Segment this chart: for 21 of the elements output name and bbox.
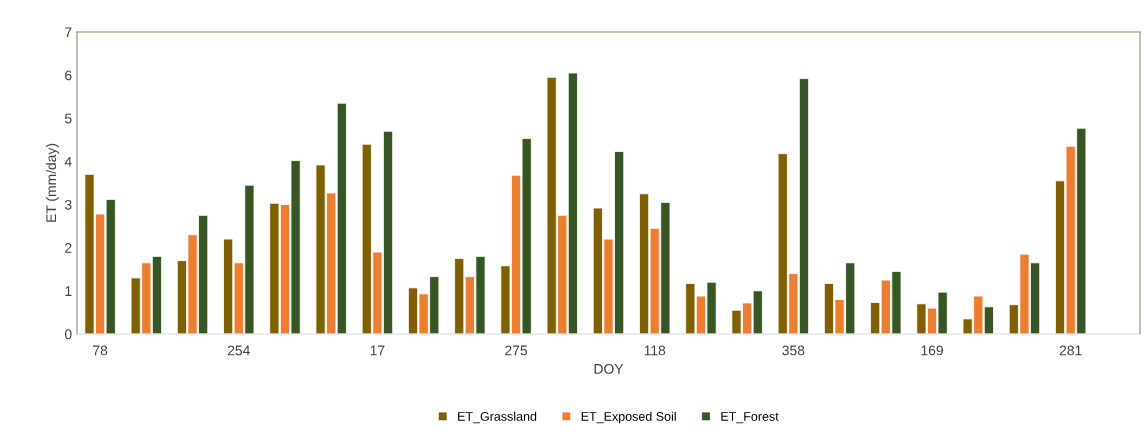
y-tick-label: 3 xyxy=(64,199,72,210)
y-tick-label: 6 xyxy=(65,70,72,81)
legend-label: ET_Grassland xyxy=(458,411,537,424)
y-axis-title: ET (mm/day) xyxy=(45,143,59,222)
x-tick-label: 254 xyxy=(227,345,250,356)
x-tick-label: 358 xyxy=(782,345,805,356)
y-tick-label: 2 xyxy=(65,243,72,253)
y-tick-label: 7 xyxy=(65,27,72,38)
x-tick-label: 118 xyxy=(644,345,666,356)
y-tick-label: 0 xyxy=(64,329,72,340)
legend-label: ET_Exposed Soil xyxy=(581,411,676,424)
y-tick-label: 4 xyxy=(64,156,72,167)
x-axis-title: DOY xyxy=(594,363,624,374)
legend-label: ET_Forest xyxy=(721,412,779,424)
x-tick-label: 169 xyxy=(921,345,943,356)
x-tick-label: 17 xyxy=(370,345,385,356)
y-tick-label: 1 xyxy=(65,286,72,296)
y-tick-label: 5 xyxy=(64,113,72,124)
x-tick-label: 275 xyxy=(505,345,528,356)
x-tick-label: 281 xyxy=(1059,345,1082,356)
x-tick-label: 78 xyxy=(93,345,108,356)
